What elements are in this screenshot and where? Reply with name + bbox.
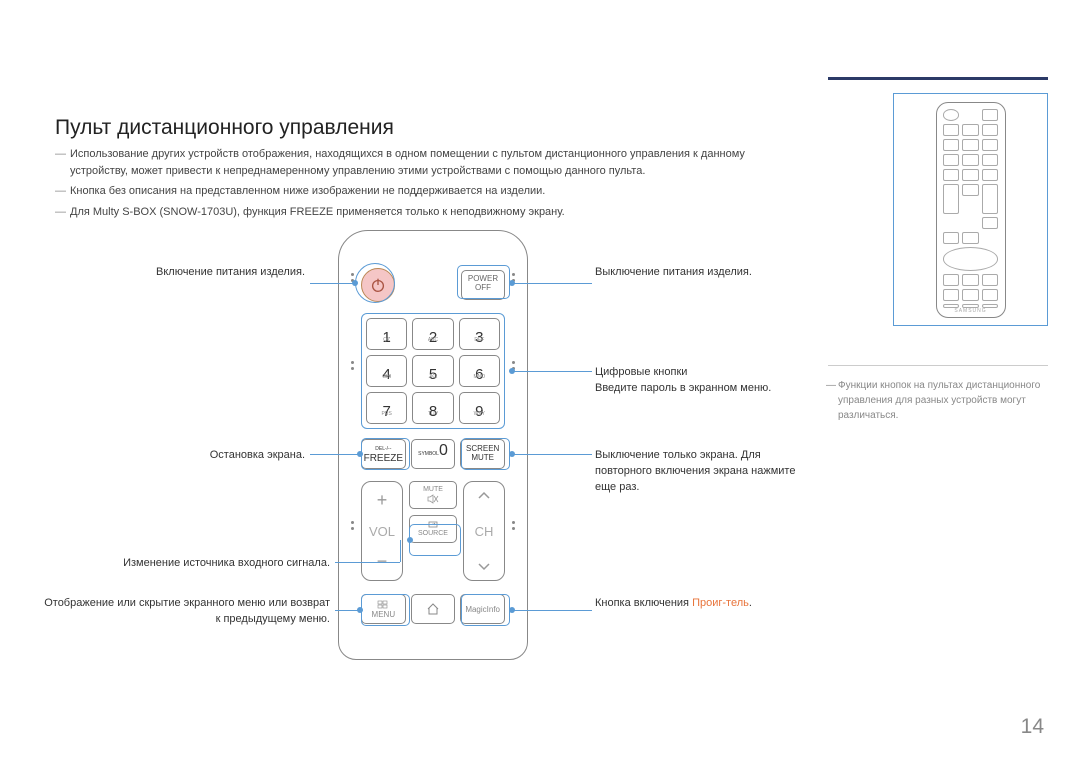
key-6: MNO6: [459, 355, 500, 387]
remote-illustration: POWER OFF QZ1 ABC2 DEF3 GHI4 JKL5 MNO6 P…: [338, 230, 528, 660]
screen-mute-button: SCREEN MUTE: [460, 439, 505, 469]
power-off-button: POWER OFF: [461, 270, 505, 300]
chevron-down-icon: [477, 562, 491, 572]
freeze-button: DEL-/--FREEZE: [361, 439, 406, 469]
callout-magic: Кнопка включения Проиг-тель.: [595, 596, 815, 612]
callout-magic-text: Кнопка включения: [595, 597, 692, 609]
key-0: SYMBOL0: [411, 439, 456, 469]
page-number: 14: [1021, 715, 1044, 739]
leader-dot: [357, 451, 363, 457]
bullet-1: Использование других устройств отображен…: [55, 146, 775, 179]
key-4: GHI4: [366, 355, 407, 387]
leader-dot: [509, 451, 515, 457]
vol-label: VOL: [369, 524, 395, 539]
callout-numpad-line1: Цифровые кнопки: [595, 366, 687, 378]
bullet-3: Для Multy S-BOX (SNOW-1703U), функция FR…: [55, 204, 775, 221]
mini-remote: SAMSUNG: [936, 102, 1006, 318]
leader-line: [400, 540, 401, 562]
key-1: QZ1: [366, 318, 407, 350]
key-3: DEF3: [459, 318, 500, 350]
magicinfo-button: MagicInfo: [460, 594, 505, 624]
plus-icon: +: [377, 490, 388, 511]
intro-bullets: Использование других устройств отображен…: [55, 146, 775, 224]
leader-line: [310, 283, 355, 284]
leader-line: [512, 371, 592, 372]
brand-label: SAMSUNG: [937, 308, 1005, 314]
side-note: Функции кнопок на пультах дистанционного…: [828, 365, 1048, 423]
volume-rocker: + VOL −: [361, 481, 403, 581]
power-on-button: [361, 268, 395, 302]
mute-button: MUTE: [409, 481, 457, 509]
source-button: SOURCE: [409, 515, 457, 543]
bullet-2: Кнопка без описания на представленном ни…: [55, 183, 775, 200]
key-7: PRS7: [366, 392, 407, 424]
callout-source: Изменение источника входного сигнала.: [55, 556, 330, 572]
leader-dot: [357, 607, 363, 613]
leader-line: [512, 610, 592, 611]
key-5: JKL5: [412, 355, 453, 387]
menu-button: MENU: [361, 594, 406, 624]
home-button: [411, 594, 456, 624]
leader-dot: [509, 607, 515, 613]
page-title: Пульт дистанционного управления: [55, 116, 394, 140]
callout-power-off: Выключение питания изделия.: [595, 265, 815, 281]
callout-power-on: Включение питания изделия.: [55, 265, 305, 281]
leader-dot: [407, 537, 413, 543]
chevron-up-icon: [477, 490, 491, 500]
ch-label: CH: [475, 524, 494, 539]
key-2: ABC2: [412, 318, 453, 350]
callout-numpad: Цифровые кнопки Введите пароль в экранно…: [595, 365, 815, 397]
callout-magic-highlight: Проиг-тель: [692, 597, 749, 609]
leader-line: [512, 283, 592, 284]
vol-ch-area: + VOL − MUTE SOURCE CH: [361, 481, 505, 581]
menu-row: MENU MagicInfo: [361, 594, 505, 624]
leader-dot: [352, 280, 358, 286]
callout-menu: Отображение или скрытие экранного меню и…: [40, 596, 330, 628]
leader-line: [335, 562, 400, 563]
remote-body: POWER OFF QZ1 ABC2 DEF3 GHI4 JKL5 MNO6 P…: [338, 230, 528, 660]
leader-dot: [509, 368, 515, 374]
key-9: WXY9: [459, 392, 500, 424]
callout-screen-mute: Выключение только экрана. Для повторного…: [595, 448, 815, 496]
numpad-highlight: QZ1 ABC2 DEF3 GHI4 JKL5 MNO6 PRS7 TUV8 W…: [361, 313, 505, 429]
numpad: QZ1 ABC2 DEF3 GHI4 JKL5 MNO6 PRS7 TUV8 W…: [366, 318, 500, 424]
callout-freeze: Остановка экрана.: [55, 448, 305, 464]
channel-rocker: CH: [463, 481, 505, 581]
callout-numpad-line2: Введите пароль в экранном меню.: [595, 382, 771, 394]
function-row: DEL-/--FREEZE SYMBOL0 SCREEN MUTE: [361, 439, 505, 469]
leader-line: [512, 454, 592, 455]
home-icon: [426, 602, 440, 616]
leader-line: [310, 454, 360, 455]
side-panel: SAMSUNG: [893, 93, 1048, 326]
leader-dot: [509, 280, 515, 286]
key-8: TUV8: [412, 392, 453, 424]
header-line: [828, 77, 1048, 80]
